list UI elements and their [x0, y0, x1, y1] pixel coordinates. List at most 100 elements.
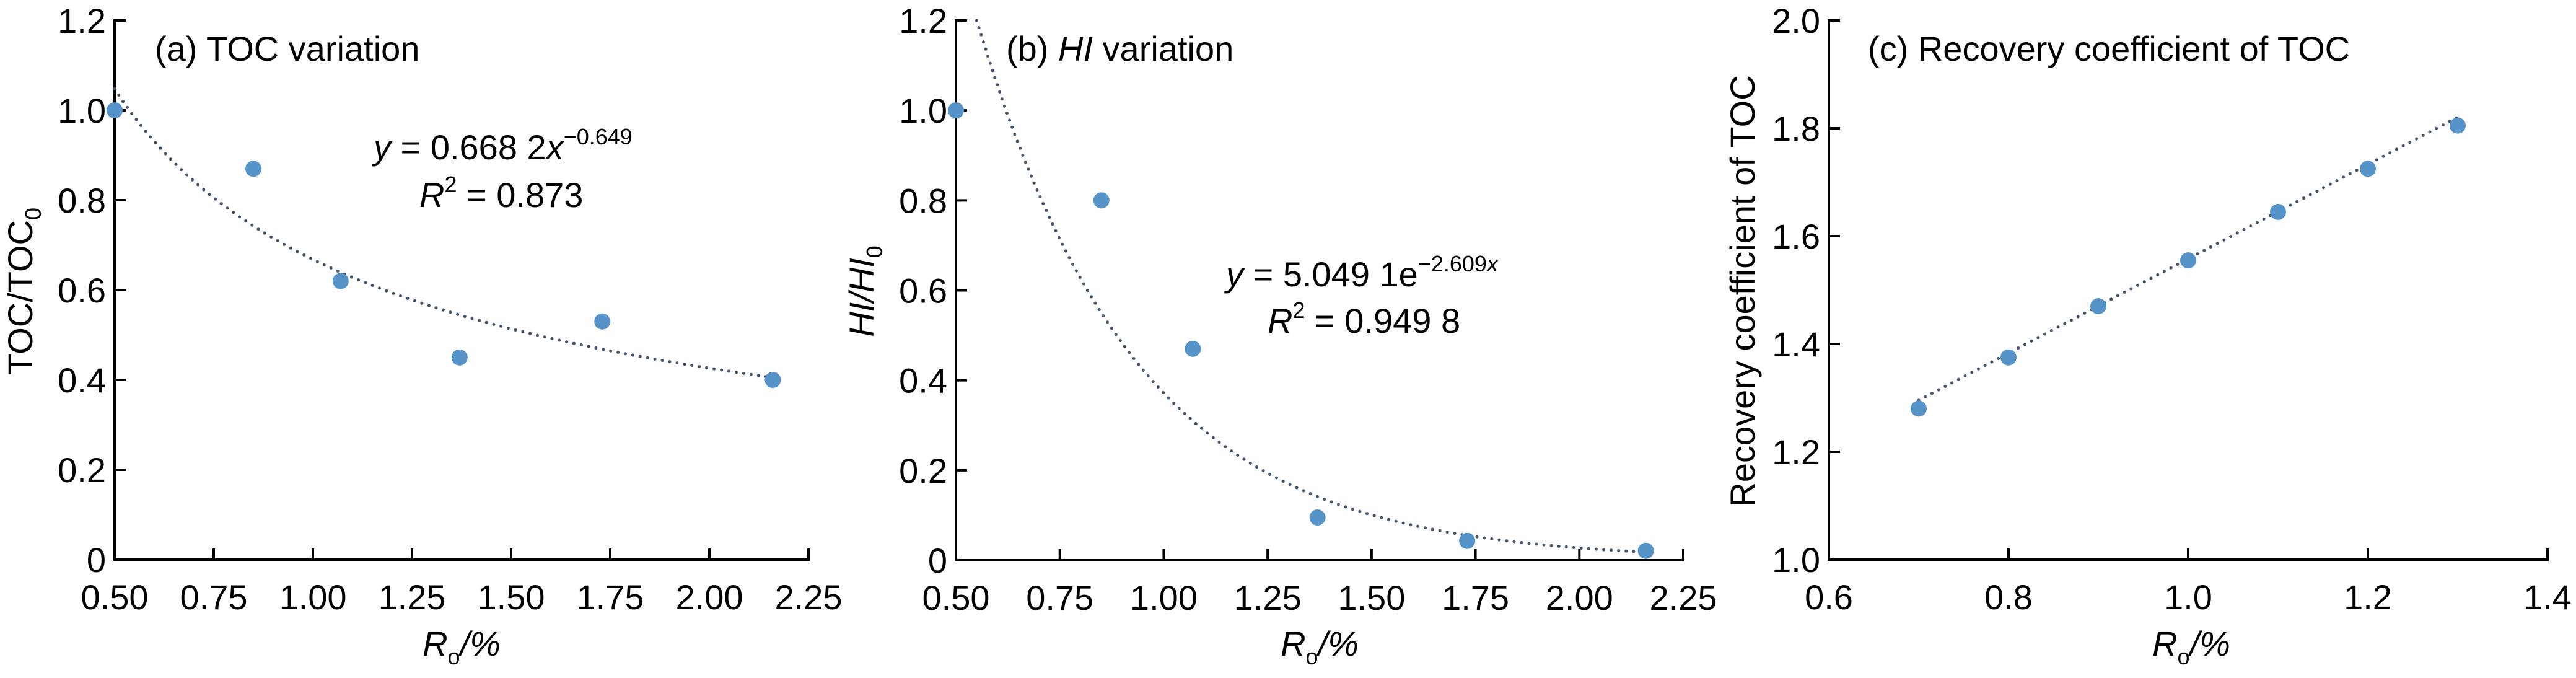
panel-b-x-axis-title: Ro/% — [1281, 624, 1359, 669]
panel-b-trendline — [975, 19, 1648, 554]
panel-a-y-tick-label: 0 — [87, 540, 106, 579]
panel-b-x-axis-title-unit: /% — [1316, 624, 1359, 663]
panel-c-data-point — [2270, 203, 2286, 220]
panel-a-y-tick-label: 0.8 — [58, 181, 106, 220]
panel-a-x-tick-label: 1.25 — [379, 578, 446, 617]
panel-a-title: (a) TOC variation — [155, 29, 419, 68]
panel-b-x-tick-label: 0.75 — [1026, 578, 1093, 617]
panel-b-y-tick-label: 0 — [928, 541, 947, 580]
panel-a-y-axis-title-main: TOC/TOC — [1, 220, 40, 375]
panel-b-y-tick-label: 0.2 — [899, 451, 947, 490]
panel-a-title-text: TOC variation — [206, 29, 419, 68]
panel-c-y-axis-title: Recovery coefficient of TOC — [1723, 75, 1762, 507]
panel-a-equation-body: = 0.668 2 — [391, 128, 546, 167]
panel-b-y-axis-title-sub: 0 — [862, 245, 887, 258]
panel-b-title-prefix: (b) — [1006, 29, 1058, 68]
panel-a-r2: R2 = 0.873 — [419, 172, 583, 214]
panel-a-equation-x: x — [545, 128, 565, 167]
panel-a-y-tick-label: 0.6 — [58, 271, 106, 310]
panel-a-x-tick-label: 0.50 — [81, 578, 149, 617]
panel-c-x-tick-label: 1.2 — [2344, 578, 2392, 617]
panel-a-data-point — [245, 161, 261, 177]
panel-b-equation-body: = 5.049 1e — [1243, 255, 1418, 294]
panel-a-data-point — [332, 273, 349, 289]
panel-b-r2-sup: 2 — [1292, 297, 1305, 323]
panel-a-r2-var: R — [419, 175, 444, 214]
panel-b-x-tick-label: 1.25 — [1234, 578, 1302, 617]
panel-b-data-point — [1637, 542, 1654, 559]
panel-c-y-tick-label: 1.2 — [1772, 433, 1820, 472]
panel-a-x-tick-label: 0.75 — [180, 578, 248, 617]
panel-a-y-tick-label: 0.4 — [58, 361, 106, 400]
panel-c-x-tick-label: 1.0 — [2164, 578, 2212, 617]
panel-c-data-point — [2090, 298, 2106, 315]
panel-b-x-tick-label: 1.00 — [1130, 578, 1198, 617]
panel-a-equation-exponent: −0.649 — [564, 124, 633, 149]
panel-a-y-axis-title: TOC/TOC0 — [1, 208, 46, 375]
panel-b-r2-value: = 0.949 8 — [1305, 301, 1460, 340]
panel-b-y-tick-label: 0.8 — [899, 181, 947, 220]
panel-c-y-tick-label: 1.6 — [1772, 217, 1820, 256]
panel-c-y-axis-title-main: Recovery coefficient of TOC — [1723, 75, 1762, 507]
panel-b-r2: R2 = 0.949 8 — [1268, 297, 1460, 340]
panel-b-data-point — [1185, 340, 1201, 357]
panel-c-y-tick-label: 1.0 — [1772, 540, 1820, 579]
panel-c-x-axis-title: Ro/% — [2152, 624, 2230, 669]
panel-b-data-point — [1309, 509, 1326, 526]
panel-a-y-axis-title-sub: 0 — [20, 208, 46, 220]
panel-a-r2-value: = 0.873 — [457, 175, 583, 214]
panel-b-equation-exponent-var: x — [1486, 251, 1499, 276]
panel-c-data-point — [2180, 252, 2196, 269]
panel-b-x-tick-label: 1.75 — [1442, 578, 1509, 617]
panel-c-data-point — [2450, 117, 2466, 134]
panel-b-x-axis-title-sub: o — [1306, 644, 1318, 669]
panel-b-x-tick-label: 1.50 — [1338, 578, 1405, 617]
panel-b-y-axis-title-main: HI/HI — [842, 258, 881, 337]
panel-b-x-tick-label: 0.50 — [922, 578, 990, 617]
panel-c-y-tick-label: 2.0 — [1772, 1, 1820, 40]
panel-b-x-axis-title-main: R — [1281, 624, 1305, 663]
panel-b-r2-var: R — [1268, 301, 1292, 340]
panel-a-r2-sup: 2 — [444, 172, 457, 197]
panel-b-data-point — [1093, 192, 1110, 209]
panel-c-y-tick-label: 1.4 — [1772, 325, 1820, 364]
panel-c-title: (c) Recovery coefficient of TOC — [1868, 29, 2350, 68]
panel-b-y-tick-label: 0.4 — [899, 361, 947, 400]
panel-b-data-point — [1459, 532, 1476, 549]
panel-b-data-point — [948, 102, 964, 119]
panel-a: (a) TOC variation y = 0.668 2x−0.649 R2 … — [1, 1, 843, 669]
panel-a-y-tick-label: 1.0 — [58, 91, 106, 130]
panel-c-x-tick-label: 1.4 — [2523, 578, 2572, 617]
panel-b-title-italic: HI — [1058, 29, 1093, 68]
panel-a-x-axis-title: Ro/% — [423, 624, 501, 669]
panel-b-y-axis-title: HI/HI0 — [842, 245, 887, 337]
panel-a-data-point — [764, 372, 781, 388]
panel-b-y-tick-label: 1.0 — [899, 91, 947, 130]
panel-c-y-tick-label: 1.8 — [1772, 109, 1820, 148]
panel-b-equation-exponent: −2.609 — [1418, 251, 1487, 276]
panel-b-title-text: variation — [1093, 29, 1233, 68]
panel-c-x-axis-title-sub: o — [2178, 644, 2190, 669]
panel-a-data-point — [451, 349, 468, 366]
panel-a-y-tick-label: 0.2 — [58, 451, 106, 490]
panel-a-x-axis-title-main: R — [423, 624, 447, 663]
panel-c-data-point — [1911, 400, 1927, 417]
panel-b: (b) HI variation y = 5.049 1e−2.609x R2 … — [842, 1, 1717, 669]
panel-c-x-axis-title-unit: /% — [2188, 624, 2230, 663]
panel-c-x-tick-label: 0.8 — [1984, 578, 2033, 617]
panel-a-x-tick-label: 2.00 — [676, 578, 743, 617]
panel-c-x-axis-title-main: R — [2152, 624, 2177, 663]
panel-b-y-tick-label: 0.6 — [899, 271, 947, 310]
panel-a-trendline — [113, 87, 774, 379]
panel-c-title-text: Recovery coefficient of TOC — [1918, 29, 2350, 68]
panel-b-x-tick-label: 2.25 — [1650, 578, 1717, 617]
panel-a-x-tick-label: 2.25 — [775, 578, 843, 617]
panel-b-x-tick-label: 2.00 — [1546, 578, 1613, 617]
panel-b-y-tick-label: 1.2 — [899, 1, 947, 40]
panel-a-data-point — [594, 313, 611, 330]
panel-b-equation: y = 5.049 1e−2.609x — [1224, 251, 1499, 294]
panel-c-title-prefix: (c) — [1868, 29, 1918, 68]
panel-a-data-point — [107, 102, 123, 118]
panel-a-x-tick-label: 1.75 — [577, 578, 644, 617]
